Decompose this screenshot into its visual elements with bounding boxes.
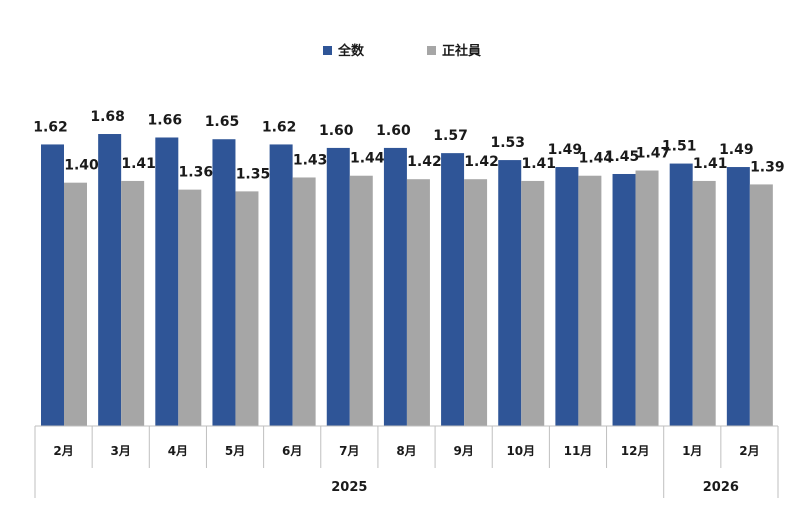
chart-bars <box>41 134 773 427</box>
x-tick-label-8: 10月 <box>506 444 535 458</box>
bar-seishain-2 <box>178 189 202 426</box>
x-tick-label-4: 6月 <box>282 444 302 458</box>
bar-zensu-10 <box>612 173 636 426</box>
data-label-seishain-7: 1.42 <box>464 154 499 170</box>
data-label-zensu-1: 1.68 <box>90 109 125 125</box>
year-label-2026: 2026 <box>703 480 739 495</box>
legend-swatch-seishain <box>427 46 436 55</box>
bar-seishain-5 <box>349 175 373 426</box>
bar-zensu-5 <box>326 147 350 427</box>
data-label-zensu-10: 1.45 <box>605 149 640 165</box>
x-tick-label-0: 2月 <box>53 444 73 458</box>
legend-label-seishain: 正社員 <box>442 43 481 59</box>
data-label-seishain-9: 1.44 <box>579 151 614 167</box>
bar-seishain-7 <box>464 179 488 426</box>
x-tick-label-9: 11月 <box>564 444 593 458</box>
data-label-seishain-12: 1.39 <box>750 159 785 175</box>
data-label-zensu-12: 1.49 <box>719 142 754 158</box>
bar-zensu-11 <box>669 163 693 426</box>
bar-zensu-6 <box>383 147 407 427</box>
data-label-seishain-1: 1.41 <box>121 156 156 172</box>
bar-seishain-6 <box>406 179 430 426</box>
x-tick-label-2: 4月 <box>168 444 188 458</box>
data-label-zensu-5: 1.60 <box>319 123 354 139</box>
data-label-zensu-2: 1.66 <box>148 112 183 128</box>
chart-data-labels: 1.62 1.40 1.68 1.41 1.66 1.36 1.65 1.35 1.62 1.43… <box>33 109 784 182</box>
bar-zensu-1 <box>98 134 122 427</box>
bar-zensu-2 <box>155 137 179 426</box>
x-tick-label-11: 1月 <box>682 444 702 458</box>
bar-zensu-8 <box>498 160 522 426</box>
data-label-seishain-11: 1.41 <box>693 156 728 172</box>
chart-legend: 全数 正社員 <box>323 43 481 59</box>
data-label-seishain-8: 1.41 <box>521 156 556 172</box>
bar-zensu-9 <box>555 167 579 426</box>
bar-zensu-4 <box>269 144 293 426</box>
data-label-seishain-6: 1.42 <box>407 154 442 170</box>
bar-zensu-3 <box>212 139 236 427</box>
data-label-zensu-3: 1.65 <box>205 114 240 130</box>
data-label-seishain-5: 1.44 <box>350 151 385 167</box>
x-axis: 2月 3月 4月 5月 6月 7月 8月 9月 10月 11月 12月 1月 2月 2025 2026 <box>34 425 779 498</box>
bar-seishain-3 <box>235 191 259 426</box>
data-label-zensu-8: 1.53 <box>490 135 525 151</box>
bar-seishain-9 <box>578 175 602 426</box>
data-label-seishain-2: 1.36 <box>179 165 214 181</box>
bar-zensu-7 <box>441 153 465 426</box>
bar-seishain-10 <box>635 170 659 426</box>
data-label-zensu-9: 1.49 <box>548 142 583 158</box>
x-tick-label-1: 3月 <box>111 444 131 458</box>
data-label-seishain-4: 1.43 <box>293 152 328 168</box>
bar-seishain-11 <box>692 180 716 426</box>
bar-seishain-0 <box>64 182 87 426</box>
legend-label-zensu: 全数 <box>337 43 365 59</box>
data-label-zensu-6: 1.60 <box>376 123 411 139</box>
bar-zensu-12 <box>726 167 750 426</box>
data-label-zensu-0: 1.62 <box>33 119 68 135</box>
x-tick-label-12: 2月 <box>739 444 759 458</box>
data-label-seishain-10: 1.47 <box>636 146 671 162</box>
x-tick-label-3: 5月 <box>225 444 245 458</box>
bar-zensu-0 <box>41 144 64 426</box>
data-label-seishain-3: 1.35 <box>236 166 271 182</box>
data-label-zensu-7: 1.57 <box>433 128 468 144</box>
x-tick-label-6: 8月 <box>396 444 416 458</box>
data-label-zensu-11: 1.51 <box>662 139 697 155</box>
x-tick-label-10: 12月 <box>621 444 650 458</box>
bar-seishain-12 <box>749 184 773 426</box>
data-label-seishain-0: 1.40 <box>64 158 99 174</box>
x-tick-label-5: 7月 <box>339 444 359 458</box>
bar-seishain-8 <box>521 180 545 426</box>
legend-swatch-zensu <box>323 46 332 55</box>
bar-seishain-1 <box>121 180 145 426</box>
bar-seishain-4 <box>292 177 316 426</box>
x-tick-label-7: 9月 <box>453 444 473 458</box>
data-label-zensu-4: 1.62 <box>262 119 297 135</box>
year-label-2025: 2025 <box>331 480 367 495</box>
